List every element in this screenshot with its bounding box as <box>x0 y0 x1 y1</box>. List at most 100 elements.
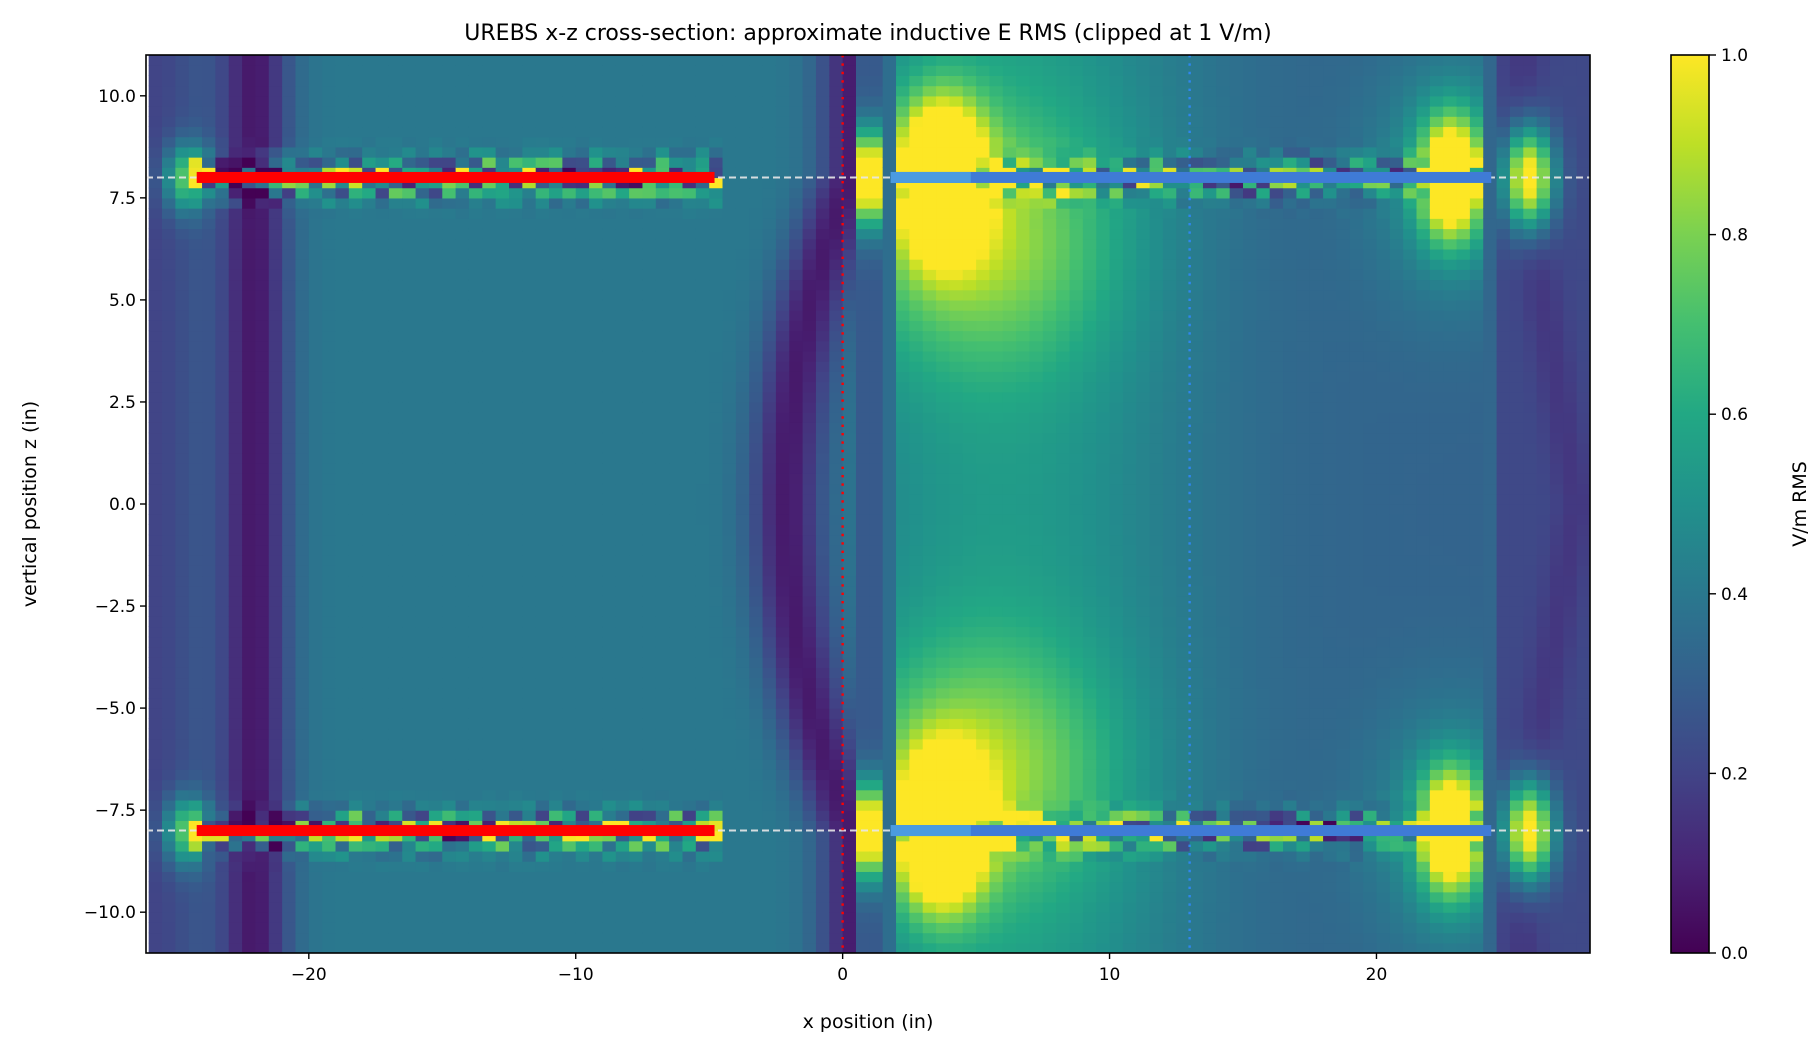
heatmap-cell <box>855 320 870 332</box>
heatmap-cell <box>375 748 390 760</box>
heatmap-cell <box>815 657 830 668</box>
heatmap-cell <box>428 95 443 107</box>
heatmap-cell <box>682 697 697 709</box>
heatmap-cell <box>775 381 790 393</box>
heatmap-cell <box>402 810 417 821</box>
heatmap-cell <box>268 452 283 464</box>
heatmap-cell <box>735 820 750 832</box>
heatmap-cell <box>482 218 497 230</box>
heatmap-cell <box>882 942 897 953</box>
heatmap-cell <box>468 871 483 883</box>
heatmap-cell <box>775 412 790 423</box>
heatmap-cell <box>428 157 443 168</box>
heatmap-cell <box>455 391 470 403</box>
heatmap-cell <box>575 95 590 107</box>
heatmap-cell <box>282 585 297 597</box>
heatmap-cell <box>735 901 750 913</box>
heatmap-cell <box>829 514 844 525</box>
heatmap-cell <box>268 55 283 66</box>
heatmap-cell <box>402 412 417 423</box>
heatmap-cell <box>669 55 684 66</box>
heatmap-cell <box>228 912 243 923</box>
heatmap-cell <box>602 616 617 628</box>
heatmap-cell <box>322 136 337 148</box>
heatmap-cell <box>522 493 537 505</box>
heatmap-cell <box>549 299 563 311</box>
heatmap-cell <box>762 157 777 168</box>
heatmap-cell <box>535 126 550 138</box>
heatmap-cell <box>428 504 443 515</box>
heatmap-cell <box>882 432 897 444</box>
heatmap-cell <box>882 799 897 811</box>
heatmap-cell <box>455 187 470 199</box>
heatmap-cell <box>322 606 337 617</box>
heatmap-cell <box>375 473 390 485</box>
heatmap-cell <box>268 248 283 260</box>
heatmap-cell <box>789 820 804 832</box>
heatmap-cell <box>442 401 457 413</box>
heatmap-cell <box>402 218 417 230</box>
heatmap-cell <box>775 667 790 679</box>
heatmap-cell <box>535 228 550 240</box>
heatmap-cell <box>495 646 510 658</box>
heatmap-cell <box>308 524 323 536</box>
heatmap-cell <box>629 769 644 781</box>
heatmap-cell <box>655 279 670 291</box>
heatmap-cell <box>362 116 377 128</box>
heatmap-cell <box>589 310 604 321</box>
heatmap-cell <box>629 126 644 138</box>
heatmap-cell <box>415 677 430 689</box>
heatmap-cell <box>709 595 724 607</box>
heatmap-cell <box>188 657 203 668</box>
heatmap-cell <box>495 697 510 709</box>
heatmap-cell <box>682 667 697 679</box>
heatmap-cell <box>602 340 617 352</box>
heatmap-cell <box>362 412 377 423</box>
heatmap-cell <box>842 177 857 189</box>
heatmap-cell <box>589 299 604 311</box>
heatmap-cell <box>402 85 417 97</box>
heatmap-cell <box>669 677 684 689</box>
heatmap-cell <box>762 473 777 485</box>
heatmap-cell <box>655 524 670 536</box>
heatmap-cell <box>549 657 563 668</box>
heatmap-cell <box>629 636 644 648</box>
heatmap-cell <box>295 534 310 546</box>
heatmap-cell <box>375 106 390 117</box>
heatmap-cell <box>295 932 310 944</box>
heatmap-cell <box>669 799 684 811</box>
heatmap-cell <box>829 401 844 413</box>
heatmap-cell <box>682 218 697 230</box>
heatmap-cell <box>295 391 310 403</box>
heatmap-cell <box>215 310 230 321</box>
heatmap-cell <box>402 942 417 953</box>
heatmap-cell <box>655 218 670 230</box>
heatmap-cell <box>162 871 176 883</box>
heatmap-cell <box>255 310 270 321</box>
heatmap-cell <box>829 442 844 454</box>
heatmap-cell <box>242 483 257 495</box>
heatmap-cell <box>695 371 710 383</box>
heatmap-cell <box>282 289 297 301</box>
heatmap-cell <box>428 289 443 301</box>
heatmap-cell <box>775 126 790 138</box>
heatmap-cell <box>535 881 550 893</box>
heatmap-cell <box>562 401 577 413</box>
heatmap-cell <box>669 422 684 434</box>
heatmap-cell <box>308 565 323 577</box>
heatmap-cell <box>802 789 817 801</box>
heatmap-cell <box>629 65 644 76</box>
heatmap-cell <box>762 850 777 862</box>
heatmap-cell <box>749 381 764 393</box>
heatmap-cell <box>749 901 764 913</box>
heatmap-cell <box>188 177 203 189</box>
heatmap-cell <box>722 299 737 311</box>
heatmap-cell <box>495 759 510 770</box>
heatmap-cell <box>855 442 870 454</box>
heatmap-cell <box>722 371 737 383</box>
heatmap-cell <box>575 85 590 97</box>
heatmap-cell <box>495 75 510 87</box>
heatmap-cell <box>468 473 483 485</box>
heatmap-cell <box>535 708 550 719</box>
heatmap-cell <box>268 401 283 413</box>
